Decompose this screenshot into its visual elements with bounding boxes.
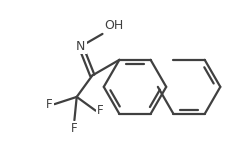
Text: F: F [97,104,104,117]
Text: OH: OH [104,19,123,32]
Text: N: N [76,40,86,53]
Text: F: F [46,98,53,111]
Text: F: F [71,122,78,135]
